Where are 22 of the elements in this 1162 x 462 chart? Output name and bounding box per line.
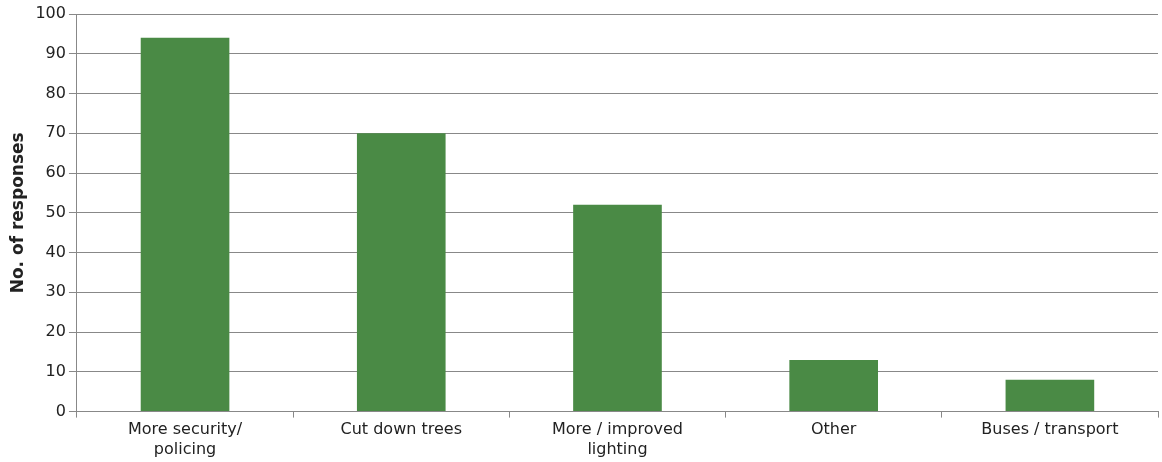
- y-tick-label: 100: [35, 3, 66, 23]
- x-tick-label: Buses / transport: [981, 419, 1119, 439]
- x-tick-label: Other: [810, 419, 857, 439]
- y-tick-label: 80: [45, 82, 66, 102]
- y-axis-title: No. of responses: [6, 132, 27, 294]
- bar: [789, 359, 879, 412]
- y-tick-label: 20: [45, 321, 66, 341]
- bar: [140, 37, 230, 412]
- x-tick-label: More / improved lighting: [552, 419, 683, 458]
- bar: [1005, 379, 1095, 412]
- y-tick-label: 70: [45, 122, 66, 142]
- bar: [356, 133, 446, 412]
- bar: [573, 204, 662, 412]
- y-tick-label: 50: [45, 201, 66, 221]
- y-tick-label: 60: [45, 162, 66, 182]
- y-tick-label: 40: [45, 241, 66, 261]
- y-tick-label: 0: [55, 400, 66, 420]
- y-tick-label: 10: [45, 361, 66, 380]
- x-tick-label: Cut down trees: [340, 419, 462, 439]
- y-tick-label: 90: [45, 42, 66, 62]
- x-tick-label: More security/ policing: [128, 419, 243, 458]
- y-tick-label: 30: [45, 281, 66, 301]
